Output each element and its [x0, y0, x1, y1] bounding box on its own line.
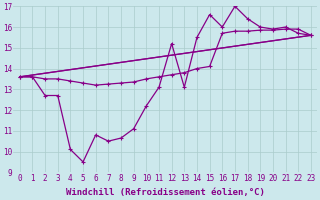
X-axis label: Windchill (Refroidissement éolien,°C): Windchill (Refroidissement éolien,°C) [66, 188, 265, 197]
